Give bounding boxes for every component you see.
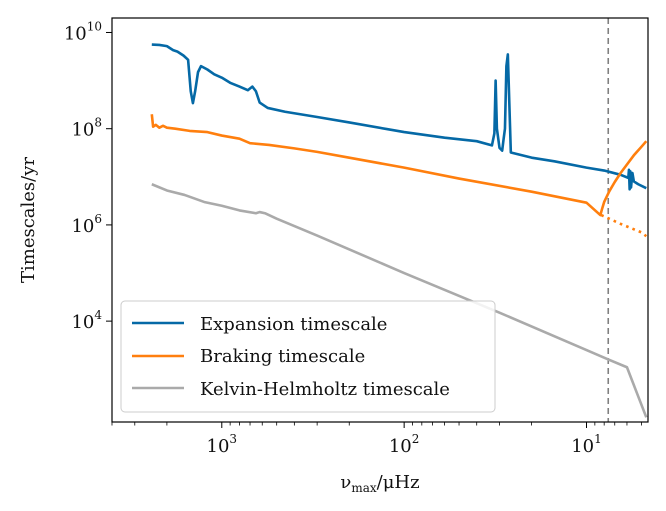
- legend-label-expansion: Expansion timescale: [200, 314, 387, 335]
- y-axis-title: Timescales/yr: [18, 157, 39, 283]
- plot-frame: [111, 17, 649, 423]
- legend-label-braking: Braking timescale: [200, 346, 365, 367]
- legend: Expansion timescale Braking timescale Ke…: [120, 300, 496, 413]
- axis-tick-labels: 103 102 101 104 106 108 1010: [64, 19, 602, 457]
- series-line-expansion-timescale: [151, 43, 647, 191]
- legend-box: [120, 300, 496, 413]
- plot-series-layer: [150, 18, 648, 422]
- series-line-kelvin-helmholtz-timescale: [151, 183, 648, 418]
- x-tick-label: 101: [571, 432, 602, 457]
- series-line-braking-timescale: [150, 114, 648, 217]
- x-tick-label: 103: [207, 432, 238, 457]
- axis-ticks: [106, 31, 642, 428]
- y-tick-label: 106: [71, 212, 102, 237]
- x-tick-label: 102: [389, 432, 420, 457]
- y-tick-label: 108: [71, 116, 102, 141]
- legend-label-kelvin-helmholtz: Kelvin-Helmholtz timescale: [200, 379, 450, 400]
- x-axis-title: νmax/μHz: [340, 472, 419, 495]
- y-tick-label: 104: [71, 308, 102, 333]
- y-tick-label: 1010: [64, 19, 102, 44]
